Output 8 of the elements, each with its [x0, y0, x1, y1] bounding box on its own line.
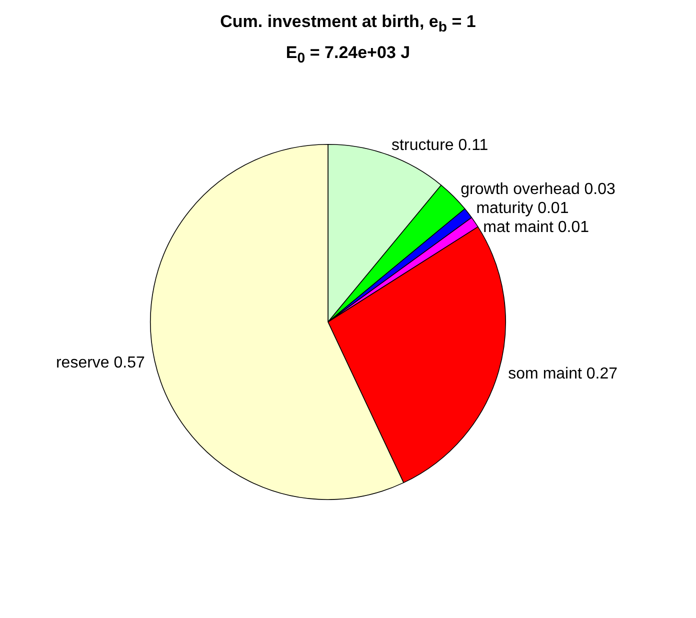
chart-subtitle: E$_{0}$ = 7.24e+03 J	[284, 42, 412, 67]
slice-label: structure 0.11	[392, 136, 488, 154]
chart-title: Cum. investment at birth, e$_{b}$ = 1	[219, 11, 477, 36]
slice-label: growth overhead 0.03	[460, 180, 616, 198]
slice-label: som maint 0.27	[508, 366, 618, 383]
slice-label: maturity 0.01	[476, 200, 569, 217]
slice-label: mat maint 0.01	[483, 218, 590, 236]
slice-label: reserve 0.57	[56, 354, 146, 372]
